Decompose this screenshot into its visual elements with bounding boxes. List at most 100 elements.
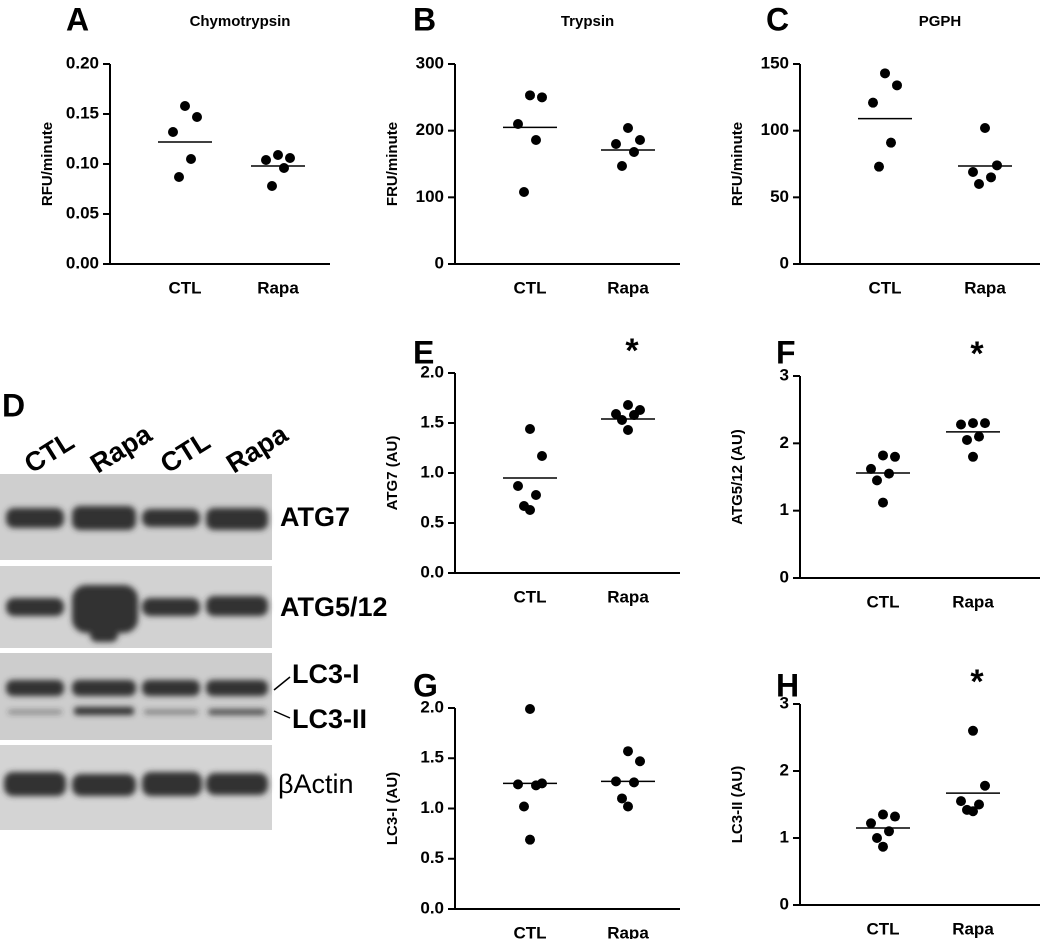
- band-label: LC3-II: [292, 704, 367, 734]
- data-point: [525, 834, 535, 845]
- x-tick-label: Rapa: [257, 278, 299, 297]
- data-point: [980, 418, 990, 429]
- panel-letter: G: [413, 667, 438, 703]
- data-point: [192, 112, 202, 122]
- data-point: [617, 415, 627, 425]
- panel-letter: F: [776, 334, 796, 370]
- data-point: [617, 161, 627, 171]
- x-tick-label: Rapa: [964, 278, 1006, 297]
- lane-label: Rapa: [221, 418, 294, 479]
- y-axis-label: ATG5/12 (AU): [729, 429, 746, 525]
- y-tick-label: 0.5: [420, 848, 444, 867]
- data-point: [962, 434, 972, 445]
- data-point: [880, 68, 890, 79]
- data-point: [261, 155, 271, 165]
- y-tick-label: 300: [416, 53, 444, 72]
- y-tick-label: 1: [780, 500, 789, 519]
- y-tick-label: 50: [770, 187, 789, 206]
- y-axis-label: FRU/minute: [384, 122, 401, 206]
- y-tick-label: 0: [780, 567, 789, 586]
- lane-label: CTL: [19, 426, 79, 479]
- x-tick-label: Rapa: [607, 587, 649, 606]
- chart-title: Chymotrypsin: [190, 13, 291, 30]
- x-tick-label: CTL: [868, 278, 901, 297]
- y-tick-label: 2.0: [420, 697, 444, 716]
- annotation: *: [970, 335, 984, 373]
- data-point: [537, 451, 547, 461]
- data-point: [531, 135, 541, 145]
- data-point: [868, 97, 878, 108]
- data-point: [513, 481, 523, 491]
- data-point: [980, 123, 990, 133]
- y-tick-label: 1: [780, 827, 789, 846]
- annotation: *: [625, 332, 639, 370]
- western-blot: D CTL Rapa CTL Rapa ATG7 ATG5/12 LC3-I L…: [0, 387, 388, 830]
- y-tick-label: 100: [416, 187, 444, 206]
- data-point: [629, 147, 639, 157]
- y-tick-label: 3: [780, 693, 789, 712]
- panel-letter: H: [776, 667, 799, 703]
- y-tick-label: 1.5: [420, 412, 444, 431]
- x-tick-label: CTL: [866, 919, 899, 938]
- y-tick-label: 1.0: [420, 798, 444, 817]
- data-point: [980, 780, 990, 791]
- data-point: [974, 179, 984, 189]
- chart-title: Trypsin: [561, 13, 614, 30]
- y-tick-label: 0.15: [66, 103, 99, 122]
- data-point: [525, 505, 535, 515]
- data-point: [884, 826, 894, 837]
- data-point: [623, 123, 633, 133]
- annotation: *: [970, 663, 984, 701]
- x-tick-label: CTL: [168, 278, 201, 297]
- data-point: [886, 137, 896, 148]
- data-point: [174, 172, 184, 182]
- data-point: [968, 806, 978, 817]
- data-point: [519, 187, 529, 197]
- x-tick-label: CTL: [513, 587, 546, 606]
- data-point: [611, 139, 621, 149]
- y-tick-label: 100: [761, 120, 789, 139]
- data-point: [623, 400, 633, 410]
- y-tick-label: 2.0: [420, 362, 444, 381]
- x-tick-label: CTL: [513, 923, 546, 939]
- band-pointer: [273, 676, 291, 691]
- panel-letter: E: [413, 334, 434, 370]
- y-axis-label: LC3-I (AU): [384, 772, 401, 845]
- band-label: ATG7: [280, 502, 350, 532]
- data-point: [872, 475, 882, 486]
- panel-letter: D: [2, 387, 25, 423]
- data-point: [892, 80, 902, 91]
- y-tick-label: 0: [780, 253, 789, 272]
- data-point: [986, 172, 996, 183]
- y-tick-label: 0.10: [66, 153, 99, 172]
- y-axis-label: RFU/minute: [729, 122, 746, 206]
- band-label: ATG5/12: [280, 592, 388, 622]
- y-tick-label: 150: [761, 53, 789, 72]
- data-point: [180, 101, 190, 111]
- data-point: [974, 431, 984, 442]
- y-axis-label: RFU/minute: [39, 122, 56, 206]
- data-point: [537, 92, 547, 103]
- data-point: [890, 811, 900, 822]
- x-tick-label: Rapa: [607, 923, 649, 939]
- y-axis-label: LC3-II (AU): [729, 766, 746, 844]
- y-tick-label: 0.05: [66, 203, 99, 222]
- band-label: LC3-I: [292, 659, 360, 689]
- y-tick-label: 0.5: [420, 512, 444, 531]
- y-tick-label: 3: [780, 365, 789, 384]
- y-axis-label: ATG7 (AU): [384, 436, 401, 511]
- y-tick-label: 0.00: [66, 253, 99, 272]
- data-point: [968, 418, 978, 429]
- y-tick-label: 2: [780, 433, 789, 452]
- x-tick-label: CTL: [866, 592, 899, 611]
- data-point: [513, 119, 523, 129]
- band-pointer: [273, 710, 291, 719]
- data-point: [525, 424, 535, 434]
- data-point: [635, 756, 645, 767]
- data-point: [623, 801, 633, 812]
- data-point: [525, 704, 535, 715]
- blot-strip: [0, 653, 272, 740]
- chart-title: PGPH: [919, 13, 962, 30]
- data-point: [968, 725, 978, 736]
